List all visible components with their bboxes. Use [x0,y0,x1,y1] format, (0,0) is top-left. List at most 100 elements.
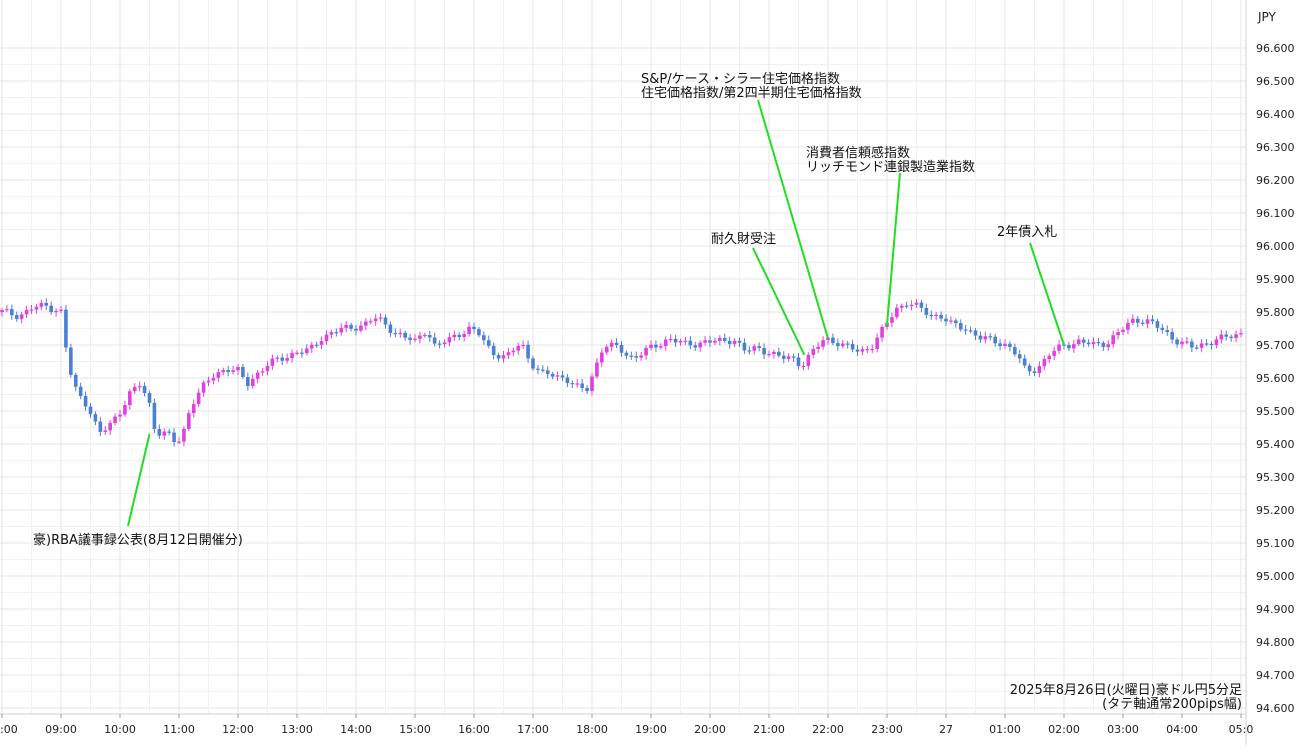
candle-body [831,337,835,344]
candle-body [919,302,924,308]
candle-body [998,343,1002,347]
candle-body [462,333,466,338]
candle-body [1106,344,1111,348]
candle-body [1239,333,1243,335]
candle-body [413,338,417,341]
x-tick-label: 17:00 [517,723,549,736]
y-tick-label: 95.500 [1256,405,1295,418]
candle-body [722,337,727,341]
candle-body [373,318,378,322]
x-tick-label: 14:00 [340,723,372,736]
candle-body [737,340,742,343]
candle-body [673,338,678,343]
candle-body [152,402,157,429]
annotation-label: S&P/ケース・シラー住宅価格指数 [641,71,840,87]
candle-body [826,337,830,341]
candle-body [668,338,673,341]
candle-body [899,305,904,308]
candle-body [624,352,629,356]
candle-body [963,329,968,331]
candle-body [924,307,929,315]
annotation-label: 消費者信頼感指数 [806,145,910,161]
candle-body [496,355,501,359]
candle-body [368,321,373,323]
y-tick-label: 96.300 [1256,141,1295,154]
candle-body [187,413,191,429]
candle-body [1042,359,1047,367]
candle-body [1116,332,1120,336]
candle-body [786,356,791,359]
candle-body [865,349,870,351]
annotation-label: 住宅価格指数/第2四半期住宅価格指数 [641,85,862,101]
y-tick-label: 95.600 [1256,372,1295,385]
x-tick-label: 02:00 [1048,723,1080,736]
candle-body [845,343,850,345]
x-tick-label: 11:00 [163,723,195,736]
candle-body [993,336,997,344]
grid [0,0,1246,714]
candle-body [226,370,230,372]
candle-body [1185,341,1189,343]
candle-body [644,347,648,356]
candle-body [1086,342,1091,345]
y-tick-label: 96.600 [1256,42,1295,55]
candle-body [1190,341,1194,348]
candle-body [708,340,712,343]
candle-body [506,352,511,356]
chart-caption: 2025年8月26日(火曜日)豪ドル円5分足 (タテ軸通常200pips幅) [1010,682,1242,712]
candle-body [427,334,432,338]
y-tick-label: 95.700 [1256,339,1295,352]
candle-body [1150,319,1155,322]
candle-body [526,344,530,359]
candle-body [1057,344,1061,351]
candle-body [69,347,73,375]
candle-body [973,330,978,336]
candle-body [541,369,545,371]
x-tick-label: 13:00 [281,723,313,736]
candle-body [555,375,560,377]
candle-body [432,337,437,344]
candle-body [221,370,226,373]
candle-body [423,334,427,337]
candle-body [1165,329,1170,333]
x-tick-label: 19:00 [635,723,667,736]
y-tick-label: 94.900 [1256,603,1295,616]
x-tick-label: 27 [939,723,953,736]
candle-body [113,416,117,424]
chart-title: 2025年8月26日(火曜日)豪ドル円5分足 [1010,682,1242,698]
candle-body [103,430,108,432]
candle-body [649,344,653,348]
candle-body [501,355,506,359]
candle-body [570,383,575,385]
candle-body [550,373,555,377]
annotation-leader-line [127,433,151,527]
candle-body [5,309,9,311]
candle-body [93,414,98,422]
annotation-label: 豪)RBA議事録公表(8月12日開催分) [33,532,243,548]
candle-body [781,355,786,359]
candle-body [472,326,476,330]
candle-body [78,386,83,397]
candle-body [840,343,845,347]
candle-body [713,340,717,343]
candle-body [767,354,771,356]
candle-body [201,382,206,393]
candle-body [619,344,624,353]
y-unit-label: JPY [1257,10,1277,24]
x-tick-label: 18:00 [576,723,608,736]
candle-body [855,349,860,352]
candle-body [1017,354,1022,359]
x-tick-label: 04:00 [1166,723,1198,736]
candle-body [1052,350,1056,356]
candle-body [1234,334,1238,338]
candle-body [314,344,319,346]
candle-body [452,334,457,338]
candle-body [59,309,63,311]
candle-body [860,349,865,352]
candle-body [944,318,948,322]
candle-body [1209,343,1214,346]
candle-body [1072,344,1076,349]
candle-body [359,325,363,331]
candle-body [388,324,393,333]
